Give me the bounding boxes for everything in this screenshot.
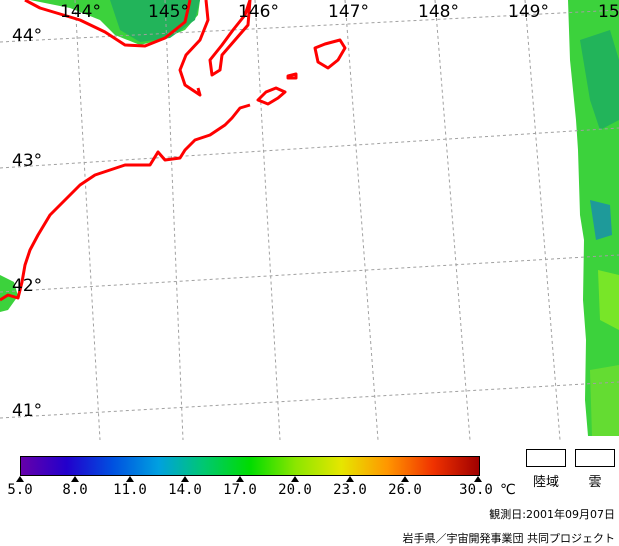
- colorbar-tick: [71, 476, 79, 482]
- lon-label-150: 15: [598, 2, 619, 22]
- small-islet: [286, 72, 298, 80]
- temperature-colorbar: [20, 456, 480, 476]
- colorbar-tick: [401, 476, 409, 482]
- lat-label-42: 42°: [12, 276, 43, 296]
- project-credit: 岩手県／宇宙開発事業団 共同プロジェクト: [402, 532, 616, 545]
- colorbar-label-5: 5.0: [7, 482, 33, 498]
- colorbar-unit: ℃: [500, 482, 516, 498]
- graticule: [0, 0, 619, 440]
- colorbar-tick: [291, 476, 299, 482]
- colorbar-tick: [181, 476, 189, 482]
- land-legend-label: 陸域: [532, 475, 560, 490]
- colorbar-tick: [236, 476, 244, 482]
- shiretoko-peninsula: [178, 0, 210, 97]
- land-legend-swatch: [526, 449, 566, 467]
- colorbar-tick: [474, 476, 482, 482]
- lat-label-43: 43°: [12, 151, 43, 171]
- colorbar-tick: [346, 476, 354, 482]
- lon-label-148: 148°: [418, 2, 459, 22]
- colorbar-label-17: 17.0: [223, 482, 257, 498]
- lon-label-144: 144°: [60, 2, 101, 22]
- lat-label-41: 41°: [12, 401, 43, 421]
- map-canvas: [0, 0, 619, 440]
- hokkaido-north-coast: [24, 0, 192, 48]
- sst-data-patches: [568, 0, 619, 436]
- lon-label-146: 146°: [238, 2, 279, 22]
- colorbar-tick: [16, 476, 24, 482]
- colorbar-label-20: 20.0: [278, 482, 312, 498]
- lon-label-145: 145°: [148, 2, 189, 22]
- cloud-legend-swatch: [575, 449, 615, 467]
- colorbar-label-26: 26.0: [388, 482, 422, 498]
- lon-label-147: 147°: [328, 2, 369, 22]
- nemuro-coast: [0, 103, 251, 302]
- kunashiri-island: [208, 0, 252, 77]
- observation-date: 観測日:2001年09月07日: [489, 508, 615, 521]
- colorbar-label-30: 30.0: [459, 482, 493, 498]
- lat-label-44: 44°: [12, 26, 43, 46]
- shikotan-island: [313, 38, 347, 70]
- colorbar-label-23: 23.0: [333, 482, 367, 498]
- colorbar-label-14: 14.0: [168, 482, 202, 498]
- colorbar-tick: [126, 476, 134, 482]
- colorbar-label-8: 8.0: [62, 482, 88, 498]
- coastline: [0, 0, 347, 302]
- habomai-islands: [256, 86, 287, 106]
- colorbar-label-11: 11.0: [113, 482, 147, 498]
- cloud-legend-label: 雲: [588, 475, 602, 490]
- lon-label-149: 149°: [508, 2, 549, 22]
